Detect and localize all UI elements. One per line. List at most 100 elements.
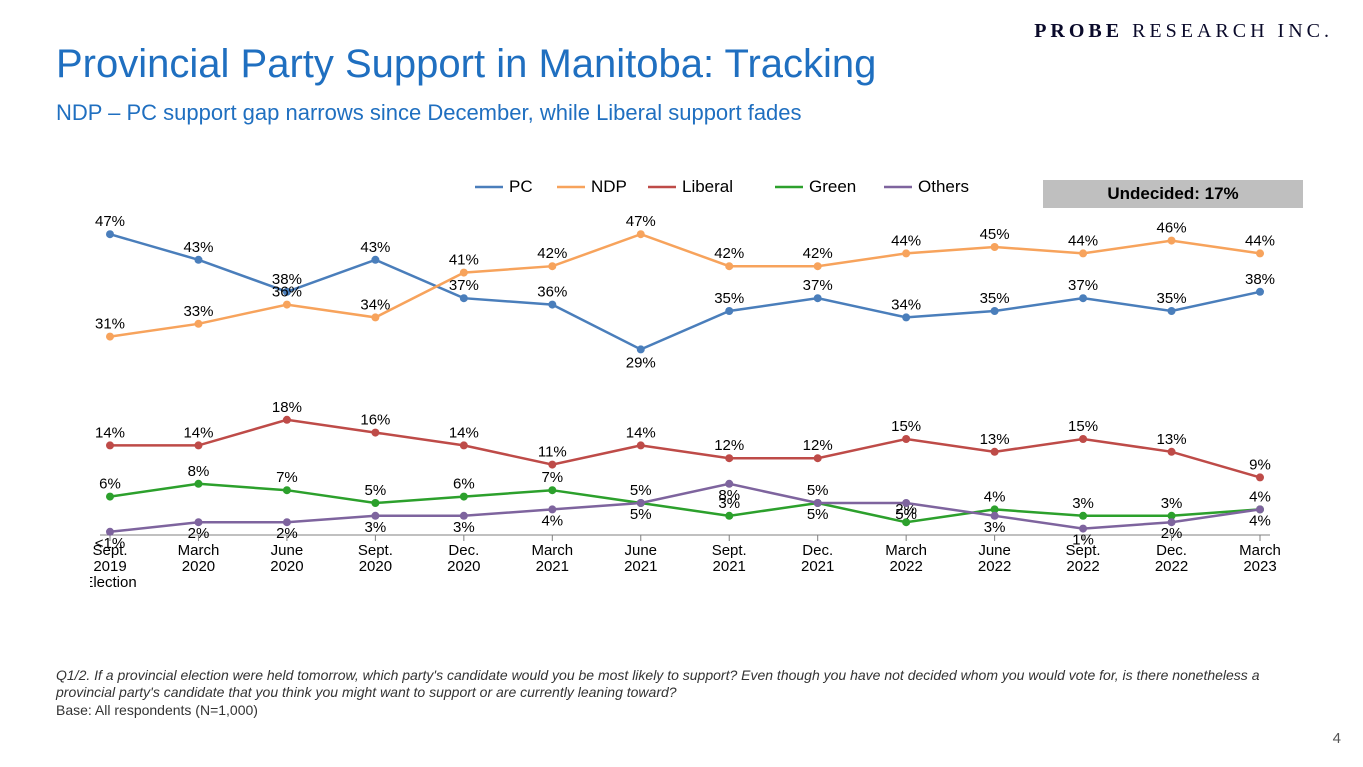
data-label: 34% xyxy=(891,296,921,313)
data-label: 42% xyxy=(537,245,567,262)
data-label: 5% xyxy=(807,482,829,499)
data-point xyxy=(194,480,202,488)
legend-item: PC xyxy=(509,177,533,196)
data-label: 3% xyxy=(984,519,1006,536)
x-axis-label: 2020 xyxy=(270,558,303,575)
x-axis-label: March xyxy=(885,542,927,559)
data-point xyxy=(460,441,468,449)
data-label: 37% xyxy=(1068,277,1098,294)
data-label: 8% xyxy=(188,463,210,480)
data-label: 36% xyxy=(537,284,567,301)
data-point xyxy=(371,429,379,437)
data-point xyxy=(902,313,910,321)
x-axis-label: 2019 xyxy=(93,558,126,575)
data-label: 14% xyxy=(626,424,656,441)
footnote-question: Q1/2. If a provincial election were held… xyxy=(56,667,1259,701)
page-subtitle: NDP – PC support gap narrows since Decem… xyxy=(56,100,802,126)
page-title: Provincial Party Support in Manitoba: Tr… xyxy=(56,42,876,87)
data-label: 37% xyxy=(449,277,479,294)
data-label: 31% xyxy=(95,316,125,333)
data-point xyxy=(991,448,999,456)
logo: PROBE RESEARCH INC. xyxy=(1034,20,1333,43)
data-point xyxy=(283,486,291,494)
data-point xyxy=(991,243,999,251)
x-axis-label: June xyxy=(978,542,1011,559)
data-label: 3% xyxy=(1161,495,1183,512)
data-point xyxy=(902,435,910,443)
data-point xyxy=(283,301,291,309)
data-point xyxy=(1168,307,1176,315)
data-label: 29% xyxy=(626,354,656,371)
x-axis-label: 2023 xyxy=(1243,558,1276,575)
data-point xyxy=(1079,249,1087,257)
data-point xyxy=(1256,473,1264,481)
data-label: 34% xyxy=(360,296,390,313)
data-label: 2% xyxy=(276,525,298,542)
data-point xyxy=(371,313,379,321)
data-label: 9% xyxy=(1249,456,1271,473)
data-point xyxy=(371,499,379,507)
data-label: 43% xyxy=(360,239,390,256)
data-point xyxy=(637,230,645,238)
data-label: 13% xyxy=(1157,431,1187,448)
data-label: 35% xyxy=(980,290,1010,307)
data-label: 44% xyxy=(1245,232,1275,249)
data-point xyxy=(902,249,910,257)
data-label: 18% xyxy=(272,399,302,416)
page-number: 4 xyxy=(1333,730,1341,747)
data-label: 44% xyxy=(1068,232,1098,249)
data-point xyxy=(1079,435,1087,443)
x-axis-label: Election xyxy=(90,574,137,591)
x-axis-label: 2020 xyxy=(182,558,215,575)
data-label: 4% xyxy=(541,512,563,529)
data-label: <1% xyxy=(95,535,125,552)
x-axis-label: June xyxy=(271,542,304,559)
data-point xyxy=(283,416,291,424)
data-point xyxy=(637,345,645,353)
data-point xyxy=(1079,512,1087,520)
data-label: 38% xyxy=(1245,271,1275,288)
data-label: 46% xyxy=(1157,220,1187,237)
x-axis-label: Sept. xyxy=(358,542,393,559)
x-axis-label: 2021 xyxy=(801,558,834,575)
data-point xyxy=(637,441,645,449)
data-point xyxy=(725,454,733,462)
data-label: 41% xyxy=(449,252,479,269)
data-point xyxy=(991,307,999,315)
data-label: 36% xyxy=(272,284,302,301)
data-label: 35% xyxy=(714,290,744,307)
logo-light: RESEARCH INC. xyxy=(1123,20,1333,42)
data-point xyxy=(460,493,468,501)
x-axis-label: 2020 xyxy=(359,558,392,575)
data-label: 5% xyxy=(630,482,652,499)
data-label: 11% xyxy=(538,444,567,461)
legend-item: Liberal xyxy=(682,177,733,196)
data-label: 5% xyxy=(365,482,387,499)
data-label: 16% xyxy=(360,412,390,429)
data-point xyxy=(1256,249,1264,257)
data-point xyxy=(548,461,556,469)
data-point xyxy=(1079,294,1087,302)
data-label: 6% xyxy=(99,476,121,493)
data-label: 2% xyxy=(1161,525,1183,542)
data-label: 3% xyxy=(365,519,387,536)
data-point xyxy=(814,262,822,270)
data-point xyxy=(548,262,556,270)
legend-item: Green xyxy=(809,177,856,196)
data-label: 8% xyxy=(718,487,740,504)
data-label: 4% xyxy=(984,488,1006,505)
slide: PROBE RESEARCH INC. Provincial Party Sup… xyxy=(0,0,1363,767)
legend-item: NDP xyxy=(591,177,627,196)
data-point xyxy=(725,262,733,270)
data-point xyxy=(460,294,468,302)
data-label: 42% xyxy=(714,245,744,262)
data-label: 3% xyxy=(453,519,475,536)
data-label: 33% xyxy=(183,303,213,320)
data-point xyxy=(106,441,114,449)
data-point xyxy=(106,493,114,501)
data-label: 14% xyxy=(183,424,213,441)
x-axis-label: March xyxy=(531,542,573,559)
logo-bold: PROBE xyxy=(1034,20,1123,42)
data-point xyxy=(371,256,379,264)
data-label: 7% xyxy=(276,469,298,486)
